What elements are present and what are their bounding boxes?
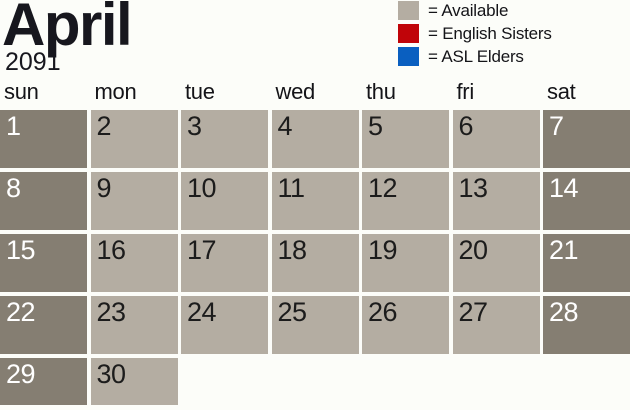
day-number: 25 [277,297,308,327]
day-cell-5[interactable]: 5 [362,110,449,168]
empty-cell [362,358,449,405]
day-number: 17 [187,235,217,265]
empty-cell [272,358,359,405]
day-cell-25[interactable]: 25 [271,296,359,354]
day-number: 2 [96,111,112,141]
calendar-grid: 1 2 3 4 5 6 7 8 9 10 11 12 13 14 15 16 17 18 19 20 21 22 23 24 2… [0,110,630,405]
day-number: 15 [6,235,36,265]
legend-label: = English Sisters [428,23,552,43]
day-number: 12 [368,173,398,203]
day-cell-29[interactable]: 29 [0,358,87,405]
day-cell-11[interactable]: 11 [271,172,359,230]
legend: = Available = English Sisters = ASL Elde… [398,1,552,66]
weekday-header-fri: fri [456,79,475,104]
day-number: 8 [6,173,21,203]
day-cell-9[interactable]: 9 [90,172,178,230]
day-number: 16 [96,235,127,265]
day-number: 29 [6,359,36,389]
day-number: 23 [96,297,127,327]
legend-label: = Available [428,0,509,20]
day-cell-20[interactable]: 20 [452,234,540,292]
day-cell-1[interactable]: 1 [0,110,87,168]
day-cell-16[interactable]: 16 [90,234,178,292]
day-number: 13 [458,173,489,203]
day-cell-13[interactable]: 13 [452,172,540,230]
legend-item-asl-elders: = ASL Elders [398,47,552,66]
empty-cell [543,358,630,405]
weekday-header-mon: mon [94,79,137,104]
weekday-header-row: sun mon tue wed thu fri sat [0,79,630,105]
day-number: 6 [458,111,474,141]
available-swatch-icon [398,1,419,20]
day-number: 21 [549,235,579,265]
weekday-header-sun: sun [4,79,39,104]
day-cell-6[interactable]: 6 [452,110,540,168]
day-cell-30[interactable]: 30 [90,358,178,405]
legend-item-available: = Available [398,1,552,20]
day-cell-19[interactable]: 19 [362,234,449,292]
day-cell-15[interactable]: 15 [0,234,87,292]
day-cell-8[interactable]: 8 [0,172,87,230]
day-number: 9 [96,173,112,203]
day-number: 7 [549,111,564,141]
day-cell-4[interactable]: 4 [271,110,359,168]
legend-item-english-sisters: = English Sisters [398,24,552,43]
weekday-header-tue: tue [185,79,215,104]
day-number: 11 [277,173,306,203]
year-label: 2091 [5,48,61,76]
day-number: 30 [96,359,127,389]
day-cell-28[interactable]: 28 [543,296,630,354]
day-cell-23[interactable]: 23 [90,296,178,354]
empty-cell [453,358,540,405]
day-number: 4 [277,111,293,141]
day-cell-18[interactable]: 18 [271,234,359,292]
day-cell-26[interactable]: 26 [362,296,449,354]
day-cell-17[interactable]: 17 [181,234,268,292]
month-title: April [2,0,133,58]
day-number: 3 [187,111,202,141]
asl-elders-swatch-icon [398,47,419,66]
day-cell-27[interactable]: 27 [452,296,540,354]
day-number: 19 [368,235,398,265]
day-number: 10 [187,173,217,203]
day-number: 22 [6,297,36,327]
day-cell-2[interactable]: 2 [90,110,178,168]
legend-label: = ASL Elders [428,46,524,66]
day-number: 1 [6,111,21,141]
weekday-header-wed: wed [275,79,316,104]
day-cell-21[interactable]: 21 [543,234,630,292]
weekday-header-thu: thu [366,79,396,104]
day-cell-14[interactable]: 14 [543,172,630,230]
day-number: 24 [187,297,217,327]
day-cell-24[interactable]: 24 [181,296,268,354]
day-number: 20 [458,235,489,265]
weekday-header-sat: sat [547,79,576,104]
day-cell-3[interactable]: 3 [181,110,268,168]
day-cell-12[interactable]: 12 [362,172,449,230]
day-number: 18 [277,235,308,265]
day-number: 5 [368,111,383,141]
empty-cell [181,358,268,405]
english-sisters-swatch-icon [398,24,419,43]
day-number: 26 [368,297,398,327]
day-number: 14 [549,173,579,203]
day-number: 27 [458,297,489,327]
day-cell-22[interactable]: 22 [0,296,87,354]
day-number: 28 [549,297,579,327]
day-cell-7[interactable]: 7 [543,110,630,168]
day-cell-10[interactable]: 10 [181,172,268,230]
